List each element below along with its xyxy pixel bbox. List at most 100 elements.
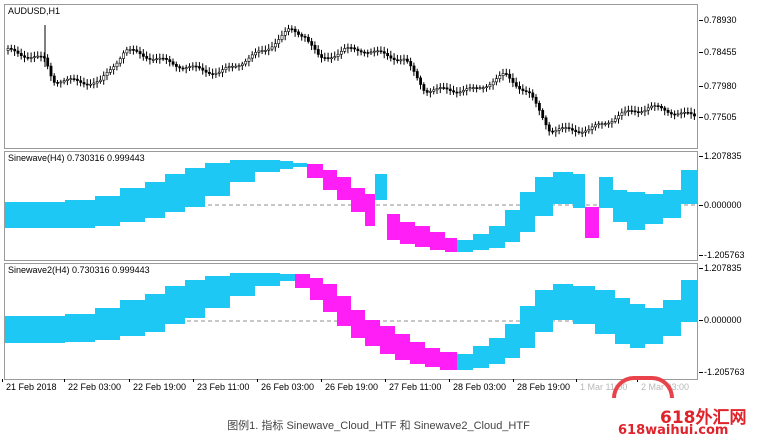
candle-body	[567, 127, 571, 129]
candle-body	[267, 48, 271, 51]
cloud-band-segment	[120, 300, 145, 336]
cloud-band-segment	[445, 238, 457, 252]
candle-body	[330, 57, 333, 60]
candle-body	[448, 88, 452, 92]
cloud-band-segment	[505, 324, 520, 358]
candle-body	[82, 82, 86, 85]
candle-body	[554, 130, 558, 133]
candle-body	[478, 87, 482, 89]
candle-body	[577, 131, 581, 133]
candle-body	[679, 112, 683, 115]
sinewave-cloud-pane[interactable]: Sinewave(H4) 0.730316 0.999443	[4, 151, 698, 261]
candle-body	[376, 50, 380, 53]
sinewave2-cloud-pane[interactable]: Sinewave2(H4) 0.730316 0.999443	[4, 263, 698, 380]
candle-body	[587, 129, 591, 132]
candle-body	[257, 50, 261, 53]
candle-body	[425, 90, 429, 93]
candle-body	[570, 128, 574, 131]
cloud-band-segment	[440, 352, 457, 370]
cloud-band-segment	[553, 172, 573, 204]
candle-body	[590, 126, 594, 130]
candle-body	[59, 81, 63, 84]
candle-body	[313, 44, 317, 50]
candle-body	[336, 53, 340, 57]
candle-body	[293, 28, 297, 33]
candle-body	[346, 47, 350, 49]
candle-body	[686, 111, 690, 114]
candle-body	[660, 106, 663, 109]
candle-body	[6, 48, 10, 51]
cloud-band-segment	[280, 161, 293, 169]
cloud-band-segment	[255, 160, 280, 172]
price-pane-label: AUDUSD,H1	[8, 6, 61, 16]
candle-body	[419, 77, 423, 85]
cloud-band-segment	[230, 273, 255, 296]
cloud-band-segment	[457, 240, 473, 252]
candle-body	[320, 54, 324, 58]
candle-body	[49, 65, 53, 77]
candle-body	[115, 62, 119, 68]
candle-body	[405, 58, 409, 62]
candle-body	[475, 87, 479, 89]
candlestick-chart	[6, 24, 696, 138]
candle-body	[62, 80, 66, 83]
candle-body	[198, 66, 201, 69]
price-y-tick: 0.78455	[699, 47, 737, 57]
figure-caption: 图例1. 指标 Sinewave_Cloud_HTF 和 Sinewave2_C…	[227, 420, 530, 432]
candle-body	[521, 88, 525, 91]
cloud-band-segment	[595, 290, 615, 334]
candle-body	[254, 52, 258, 56]
candle-body	[250, 54, 254, 59]
candle-body	[640, 111, 644, 114]
candle-body	[432, 89, 436, 92]
candle-body	[231, 65, 234, 68]
candle-body	[491, 81, 495, 86]
candle-body	[402, 58, 406, 61]
candle-body	[498, 75, 502, 79]
candle-body	[13, 48, 17, 52]
candle-body	[211, 73, 215, 75]
candle-body	[36, 55, 40, 58]
cloud-band-segment	[205, 276, 230, 308]
candle-body	[349, 47, 353, 49]
candle-body	[217, 71, 221, 74]
price-chart-pane[interactable]: AUDUSD,H1	[4, 4, 698, 149]
candle-body	[363, 51, 366, 54]
candle-body	[422, 84, 426, 91]
watermark-url: 618waihui.com	[618, 423, 729, 438]
candle-body	[241, 63, 244, 66]
candle-body	[501, 73, 505, 76]
candle-body	[656, 105, 660, 108]
candle-body	[683, 111, 687, 114]
cloud-band-segment	[535, 177, 553, 216]
candle-body	[650, 105, 654, 109]
cloud-band-segment	[415, 226, 430, 247]
sinewave2-cloud-chart	[5, 273, 697, 370]
cloud-band-segment	[145, 294, 165, 332]
candle-body	[343, 48, 347, 52]
candle-body	[689, 112, 693, 115]
cloud-band-segment	[395, 334, 410, 360]
cloud-band-segment	[351, 188, 365, 212]
candle-body	[52, 75, 56, 83]
candle-body	[438, 87, 442, 89]
candle-body	[445, 87, 449, 90]
cloud-band-segment	[535, 290, 553, 332]
candle-body	[504, 73, 508, 75]
cloud-band-segment	[663, 300, 681, 336]
x-tick-label: 26 Feb 19:00	[320, 379, 379, 392]
candle-body	[518, 85, 522, 90]
price-y-tick: 0.78930	[699, 15, 737, 25]
candle-body	[155, 58, 159, 61]
candle-body	[214, 72, 218, 75]
candle-body	[458, 91, 462, 94]
candle-body	[534, 96, 538, 104]
cloud-band-segment	[375, 174, 387, 200]
candle-body	[300, 34, 304, 37]
candle-body	[676, 113, 680, 116]
watermark-logo-arc	[612, 376, 674, 398]
candle-body	[109, 69, 112, 73]
cloud-band-segment	[681, 170, 697, 204]
cloud-band-segment	[615, 298, 630, 344]
candle-body	[23, 55, 27, 58]
